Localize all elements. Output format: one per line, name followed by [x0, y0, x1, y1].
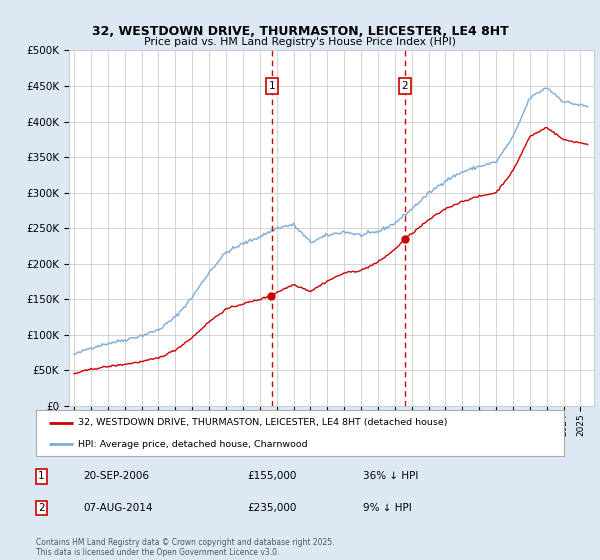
Text: 1: 1: [269, 81, 275, 91]
Text: 32, WESTDOWN DRIVE, THURMASTON, LEICESTER, LE4 8HT: 32, WESTDOWN DRIVE, THURMASTON, LEICESTE…: [92, 25, 508, 38]
Text: 20-SEP-2006: 20-SEP-2006: [83, 472, 149, 482]
Text: £235,000: £235,000: [247, 503, 296, 513]
Text: 32, WESTDOWN DRIVE, THURMASTON, LEICESTER, LE4 8HT (detached house): 32, WESTDOWN DRIVE, THURMASTON, LEICESTE…: [78, 418, 448, 427]
Text: 07-AUG-2014: 07-AUG-2014: [83, 503, 153, 513]
Text: 36% ↓ HPI: 36% ↓ HPI: [364, 472, 419, 482]
Text: £155,000: £155,000: [247, 472, 296, 482]
Text: 9% ↓ HPI: 9% ↓ HPI: [364, 503, 412, 513]
Text: 1: 1: [38, 472, 44, 482]
Text: 2: 2: [38, 503, 44, 513]
Text: Price paid vs. HM Land Registry's House Price Index (HPI): Price paid vs. HM Land Registry's House …: [144, 37, 456, 47]
Text: Contains HM Land Registry data © Crown copyright and database right 2025.
This d: Contains HM Land Registry data © Crown c…: [36, 538, 335, 557]
Text: 2: 2: [401, 81, 408, 91]
Text: HPI: Average price, detached house, Charnwood: HPI: Average price, detached house, Char…: [78, 440, 308, 449]
